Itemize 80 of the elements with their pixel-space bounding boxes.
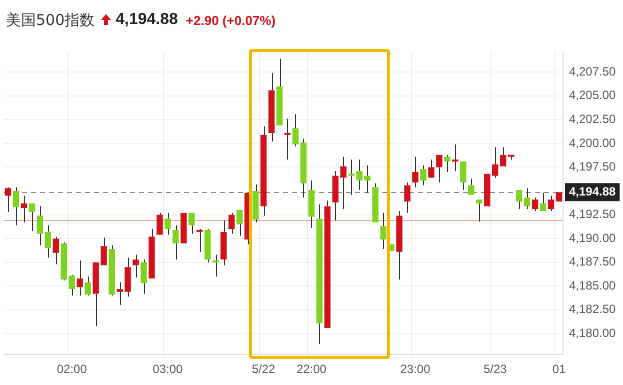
y-tick-label: 4,200.00 xyxy=(569,136,616,150)
candlestick xyxy=(60,242,68,281)
text: +2.90 (+0.07%) xyxy=(186,12,276,28)
candlestick xyxy=(220,220,227,266)
y-tick-label: 4,192.50 xyxy=(569,207,616,222)
candlestick xyxy=(28,203,36,232)
y-tick-label: 4,202.50 xyxy=(569,112,616,126)
y-tick-label: 4,190.00 xyxy=(569,230,616,245)
candlestick xyxy=(508,154,514,160)
candlestick xyxy=(516,190,522,210)
candlestick xyxy=(500,146,506,166)
x-tick-label: 22:00 xyxy=(296,362,327,376)
candlestick xyxy=(396,210,402,280)
candlestick xyxy=(292,113,299,147)
candlestick xyxy=(252,184,259,223)
candlestick xyxy=(316,204,323,345)
candlestick xyxy=(172,224,179,260)
candlestick xyxy=(108,244,115,296)
candlestick xyxy=(284,118,291,160)
y-tick-label: 4,185.00 xyxy=(569,278,616,292)
y-tick-label: 4,187.50 xyxy=(569,254,616,269)
candlestick xyxy=(52,236,60,265)
chart-subtitle: 4,194.88 xyxy=(116,11,178,29)
y-tick-label: 4,205.00 xyxy=(569,88,616,102)
candlestick xyxy=(140,258,147,294)
candlestick xyxy=(76,260,83,296)
x-tick-label: 23:00 xyxy=(400,362,431,376)
candlestick xyxy=(268,72,275,142)
candlestick xyxy=(4,186,12,212)
candlestick xyxy=(348,159,354,196)
x-tick-label: 5/22 xyxy=(252,362,276,376)
candlestick xyxy=(68,274,75,296)
candlestick xyxy=(276,58,283,126)
candlestick xyxy=(20,195,28,223)
candlestick xyxy=(428,159,434,178)
ref-line-label: 4,194.88 xyxy=(569,184,616,198)
candlestick xyxy=(308,180,315,229)
candlestick xyxy=(404,182,410,214)
candlestick xyxy=(420,164,426,186)
candlestick xyxy=(188,212,195,234)
candlestick xyxy=(412,156,418,188)
candlestick xyxy=(332,170,339,221)
chart-title: 美国500指数 xyxy=(6,10,95,30)
candlestick xyxy=(460,162,466,191)
candlestick xyxy=(548,195,554,212)
candlestick xyxy=(340,156,347,210)
candlestick xyxy=(164,212,171,236)
y-tick-label: 4,182.50 xyxy=(569,302,616,316)
candlestick xyxy=(540,192,546,211)
candlestick xyxy=(204,228,211,263)
candlestick xyxy=(236,210,243,236)
candlestick xyxy=(148,228,155,279)
candlestick xyxy=(324,200,331,328)
candlestick xyxy=(156,212,163,235)
candlestick xyxy=(260,126,267,216)
candlestick xyxy=(36,206,44,246)
candlestick xyxy=(132,254,139,278)
candlestick xyxy=(228,212,235,234)
candlestick xyxy=(84,276,91,296)
candlestick xyxy=(44,224,52,258)
candlestick xyxy=(444,154,450,172)
candlestick xyxy=(212,254,219,278)
candlestick xyxy=(476,200,482,222)
candlestick xyxy=(452,144,458,172)
y-tick-label: 4,197.50 xyxy=(569,160,616,174)
candlestick xyxy=(436,154,442,183)
x-tick-label: 03:00 xyxy=(152,362,184,376)
candlestick xyxy=(12,186,20,226)
candlestick xyxy=(532,197,538,212)
x-tick-label: 01 xyxy=(552,362,566,376)
y-tick-label: 4,180.00 xyxy=(569,326,616,340)
x-tick-label: 5/23 xyxy=(483,362,508,376)
candlestick xyxy=(372,182,378,222)
x-tick-label: 02:00 xyxy=(56,362,88,376)
y-tick-label: 4,207.50 xyxy=(569,64,616,78)
candlestick xyxy=(380,212,386,250)
candlestick xyxy=(524,188,530,210)
candlestick xyxy=(468,178,474,195)
candlestick xyxy=(300,138,307,198)
candlestick xyxy=(196,228,203,252)
